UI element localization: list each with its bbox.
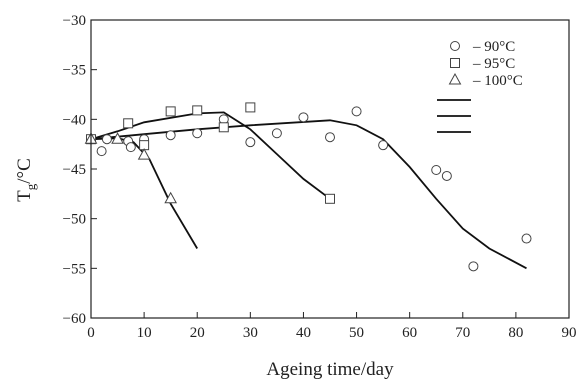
- y-axis-label: Tg/°C: [14, 158, 38, 202]
- x-tick-label: 0: [87, 325, 95, 341]
- data-point-triangle: [164, 191, 178, 204]
- data-point-circle: [271, 128, 282, 139]
- data-point-circle: [378, 140, 389, 151]
- legend: – 90°C– 95°C– 100°C: [437, 39, 523, 133]
- data-point-circle: [441, 170, 452, 181]
- x-tick-label: 50: [349, 325, 364, 341]
- legend-marker-circle: [450, 41, 460, 51]
- legend-marker-square: [450, 58, 460, 68]
- y-axis-label-unit: /°C: [14, 158, 35, 184]
- data-point-circle: [125, 142, 136, 153]
- data-point-square: [218, 122, 229, 133]
- data-point-circle: [468, 261, 479, 272]
- legend-label-circle: – 90°C: [472, 39, 515, 55]
- x-tick-label: 80: [508, 325, 523, 341]
- data-point-triangle: [111, 132, 124, 144]
- data-point-square: [245, 102, 256, 113]
- data-point-circle: [245, 137, 256, 148]
- axes: 0 10 20 30 40 50 60 70 80 90 −30 −35 −40 −45 −50 −55 −60: [63, 13, 577, 341]
- data-point-circle: [165, 130, 176, 141]
- y-tick-label: −60: [63, 311, 86, 327]
- trend-line-triangle: [90, 137, 198, 249]
- y-tick-label: −55: [63, 261, 86, 277]
- y-tick-label: −50: [63, 212, 86, 228]
- x-tick-label: 90: [562, 325, 577, 341]
- data-point-circle: [298, 112, 309, 123]
- trend-line-circle: [90, 119, 527, 270]
- data-point-square: [325, 193, 335, 204]
- x-tick-label: 70: [455, 325, 470, 341]
- data-point-square: [123, 118, 134, 129]
- data-point-square: [165, 106, 176, 117]
- y-tick-label: −35: [63, 63, 86, 79]
- legend-label-square: – 95°C: [472, 56, 515, 72]
- data-point-circle: [325, 132, 335, 143]
- data-point-circle: [521, 233, 532, 244]
- x-tick-label: 20: [190, 325, 205, 341]
- data-point-circle: [96, 146, 107, 157]
- x-tick-label: 60: [402, 325, 417, 341]
- data-point-circle: [192, 128, 203, 139]
- y-axis-label-subscript: g: [23, 183, 38, 190]
- y-tick-label: −45: [63, 162, 86, 178]
- y-tick-label: −30: [63, 13, 86, 29]
- data-point-triangle: [137, 148, 151, 160]
- legend-marker-triangle: [448, 72, 462, 85]
- y-axis-label-main: T: [14, 190, 35, 202]
- plot-area: [84, 102, 532, 272]
- data-point-circle: [101, 134, 112, 145]
- data-point-circle: [351, 106, 362, 117]
- x-tick-label: 30: [243, 325, 258, 341]
- legend-label-triangle: – 100°C: [472, 73, 523, 89]
- x-tick-label: 10: [137, 325, 152, 341]
- y-tick-label: −40: [63, 112, 86, 128]
- data-point-circle: [431, 164, 442, 175]
- x-tick-label: 40: [296, 325, 311, 341]
- data-point-square: [192, 105, 203, 116]
- x-axis-label: Ageing time/day: [266, 359, 394, 380]
